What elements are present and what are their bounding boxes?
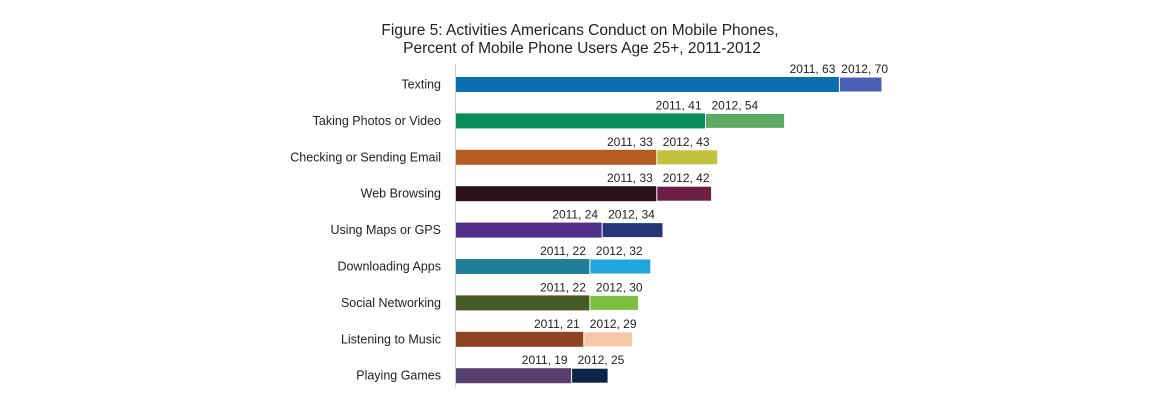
- data-label-2012: 2012, 25: [578, 353, 625, 367]
- bar-2012: [589, 294, 640, 311]
- data-label-2012: 2012, 54: [712, 98, 759, 112]
- data-label-2011: 2011, 33: [607, 135, 653, 149]
- data-label-2011: 2011, 19: [522, 353, 568, 367]
- bar-2012: [583, 331, 633, 348]
- bar-2011: [456, 77, 840, 92]
- category-label: Checking or Sending Email: [290, 150, 441, 164]
- data-label-2011: 2011, 21: [534, 317, 580, 331]
- bars-group: Texting 2011, 63 2012, 70 Taking Photos or …: [290, 62, 888, 384]
- bar-2012: [601, 222, 664, 239]
- data-label-2011: 2011, 33: [607, 171, 653, 185]
- bar-2012: [589, 258, 652, 275]
- chart-title: Figure 5: Activities Americans Conduct o…: [381, 22, 778, 39]
- category-label: Taking Photos or Video: [313, 114, 441, 128]
- category-label: Listening to Music: [341, 332, 441, 346]
- data-label-2012: 2012, 70: [841, 62, 888, 76]
- bar-2011: [456, 295, 590, 311]
- category-label: Downloading Apps: [337, 260, 441, 274]
- bar-2011: [456, 149, 657, 165]
- data-label-2012: 2012, 42: [663, 171, 710, 185]
- data-label-2012: 2012, 29: [590, 317, 637, 331]
- data-label-2012: 2012, 32: [596, 244, 643, 258]
- category-label: Social Networking: [341, 296, 441, 310]
- chart-subtitle: Percent of Mobile Phone Users Age 25+, 2…: [403, 40, 761, 57]
- category-label: Texting: [401, 78, 441, 92]
- data-label-2011: 2011, 41: [656, 98, 702, 112]
- bar-2011: [456, 222, 603, 238]
- bar-2012: [705, 112, 786, 129]
- bar-2012: [656, 185, 713, 202]
- data-label-2012: 2012, 30: [596, 280, 643, 294]
- bar-2011: [456, 259, 590, 274]
- data-label-2011: 2011, 22: [540, 244, 586, 258]
- bar-2011: [456, 331, 584, 347]
- category-label: Web Browsing: [361, 187, 441, 201]
- bar-2011: [456, 113, 706, 129]
- bar-2012: [838, 76, 883, 93]
- category-label: Playing Games: [356, 369, 441, 383]
- category-label: Using Maps or GPS: [331, 223, 441, 237]
- bar-2011: [456, 186, 657, 202]
- bar-2011: [456, 368, 572, 384]
- data-label-2011: 2011, 24: [552, 208, 598, 222]
- bar-2012: [571, 367, 609, 384]
- bar-2012: [656, 149, 719, 166]
- data-label-2011: 2011, 22: [540, 280, 586, 294]
- data-label-2012: 2012, 34: [608, 208, 655, 222]
- data-label-2012: 2012, 43: [663, 135, 710, 149]
- data-label-2011: 2011, 63: [790, 62, 836, 76]
